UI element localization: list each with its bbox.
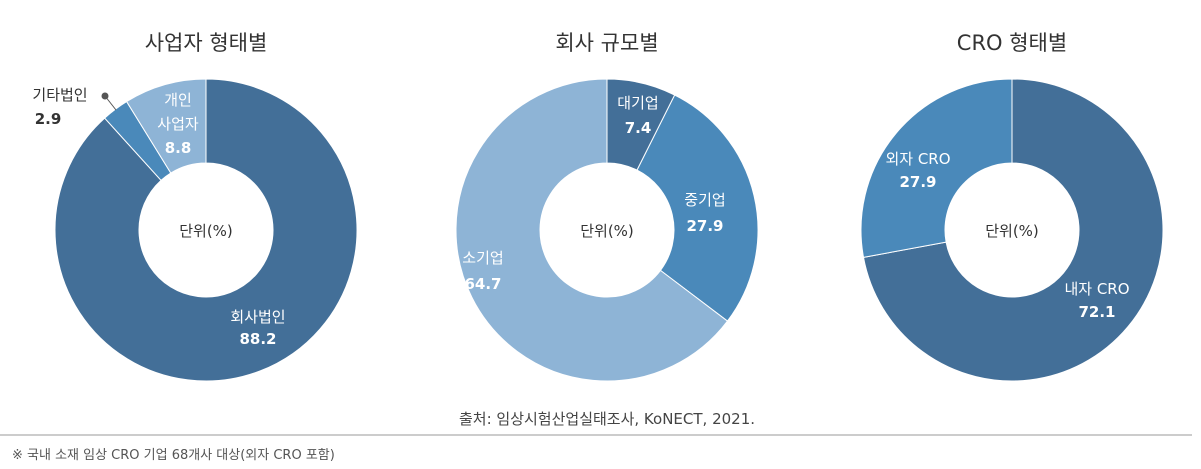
slice-value: 72.1	[1078, 303, 1115, 321]
chart-title: CRO 형태별	[957, 31, 1067, 55]
slice-value: 2.9	[35, 110, 62, 128]
slice-value: 27.9	[899, 173, 936, 191]
center-label: 단위(%)	[179, 222, 233, 240]
chart-title: 사업자 형태별	[145, 31, 268, 55]
donut-slice-2	[636, 94, 759, 322]
slice-value: 7.4	[625, 119, 652, 137]
slice-label: 내자 CRO	[1064, 280, 1129, 298]
chart-title: 회사 규모별	[555, 31, 658, 55]
source-text: 출처: 임상시험산업실태조사, KoNECT, 2021.	[459, 410, 755, 428]
donut-slice-3	[455, 78, 729, 382]
donut-slice-1	[54, 78, 358, 382]
slice-value: 8.8	[165, 139, 192, 157]
slice-value: 27.9	[686, 217, 723, 235]
footnote-text: ※ 국내 소재 임상 CRO 기업 68개사 대상(외자 CRO 포함)	[12, 448, 335, 463]
slice-label: 사업자	[157, 115, 199, 133]
donut-slice-1	[862, 78, 1164, 382]
slice-value: 64.7	[464, 275, 501, 293]
slice-label: 개인	[164, 91, 192, 109]
slice-label: 회사법인	[230, 308, 285, 326]
donut-slice-2	[860, 78, 1013, 258]
slice-label: 대기업	[617, 94, 658, 112]
slice-label: 소기업	[462, 249, 503, 267]
slice-label: 외자 CRO	[885, 150, 950, 168]
slice-label: 기타법인	[32, 86, 87, 104]
center-label: 단위(%)	[580, 222, 634, 240]
leader-line	[104, 95, 117, 111]
center-label: 단위(%)	[985, 222, 1039, 240]
donut-slice-3	[125, 78, 207, 174]
slice-value: 88.2	[239, 330, 276, 348]
slice-label: 중기업	[684, 191, 725, 209]
